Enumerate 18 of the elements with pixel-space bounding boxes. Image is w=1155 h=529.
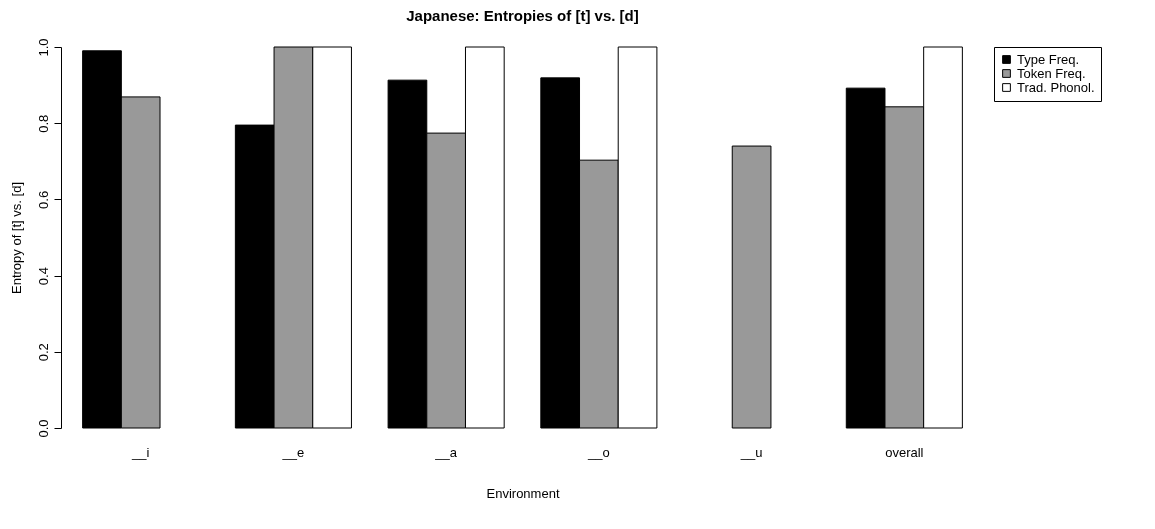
- x-tick-label: __a: [434, 444, 458, 460]
- y-axis-title: Entropy of [t] vs. [d]: [8, 182, 24, 294]
- x-tick-label: overall: [885, 444, 924, 460]
- x-tick-label: __e: [281, 444, 305, 460]
- x-tick-label: __i: [130, 444, 150, 460]
- y-tick-label: 0.2: [35, 343, 51, 362]
- y-tick-label: 0.6: [35, 190, 51, 209]
- y-tick-label: 0.8: [35, 114, 51, 133]
- legend-label: Type Freq.: [1017, 51, 1080, 67]
- x-tick-label: __o: [587, 444, 610, 460]
- x-tick-label: __u: [739, 444, 763, 460]
- y-tick-label: 1.0: [35, 38, 51, 57]
- bar: [731, 145, 772, 429]
- x-axis-title: Environment: [486, 485, 560, 501]
- y-tick-label: 0.0: [35, 419, 51, 438]
- y-tick-label: 0.4: [35, 267, 51, 286]
- chart-title: Japanese: Entropies of [t] vs. [d]: [406, 6, 639, 24]
- legend-label: Trad. Phonol.: [1017, 79, 1095, 95]
